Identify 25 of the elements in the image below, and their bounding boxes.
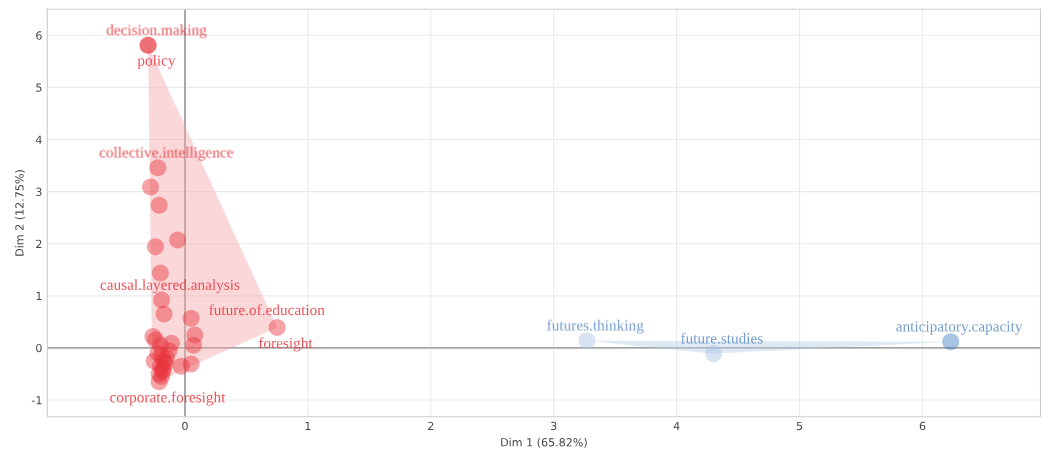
annotation: policy bbox=[137, 54, 176, 69]
annotation: anticipatory.capacity bbox=[896, 321, 1023, 335]
y-tick-label: 2 bbox=[36, 239, 42, 248]
x-tick-label: 1 bbox=[305, 421, 311, 430]
y-tick-label: 3 bbox=[36, 187, 42, 196]
annotation: future.studies bbox=[680, 332, 763, 344]
annotation: causal.layered.analysis bbox=[100, 279, 240, 294]
annotation: foresight bbox=[258, 337, 313, 352]
annotation: future.of.education bbox=[209, 304, 325, 316]
annotation: corporate.foresight bbox=[110, 391, 226, 406]
annotation: futures.thinking bbox=[547, 319, 644, 334]
y-tick-label: 1 bbox=[36, 291, 42, 301]
x-tick-label: 3 bbox=[551, 421, 557, 431]
x-tick-label: 4 bbox=[673, 421, 680, 430]
y-tick-label: 4 bbox=[35, 135, 42, 144]
x-tick-label: 0 bbox=[182, 421, 188, 431]
y-axis-title: Dim 2 (12.75%) bbox=[15, 170, 25, 256]
y-tick-label: -1 bbox=[31, 396, 42, 405]
y-tick-label: 5 bbox=[36, 83, 42, 92]
y-tick-label: 6 bbox=[36, 31, 42, 40]
x-axis-title: Dim 1 (65.82%) bbox=[501, 437, 587, 448]
x-tick-label: 2 bbox=[428, 421, 434, 430]
x-tick-label: 6 bbox=[919, 421, 926, 431]
x-tick-label: 5 bbox=[796, 421, 803, 431]
y-tick-label: 0 bbox=[36, 343, 42, 353]
